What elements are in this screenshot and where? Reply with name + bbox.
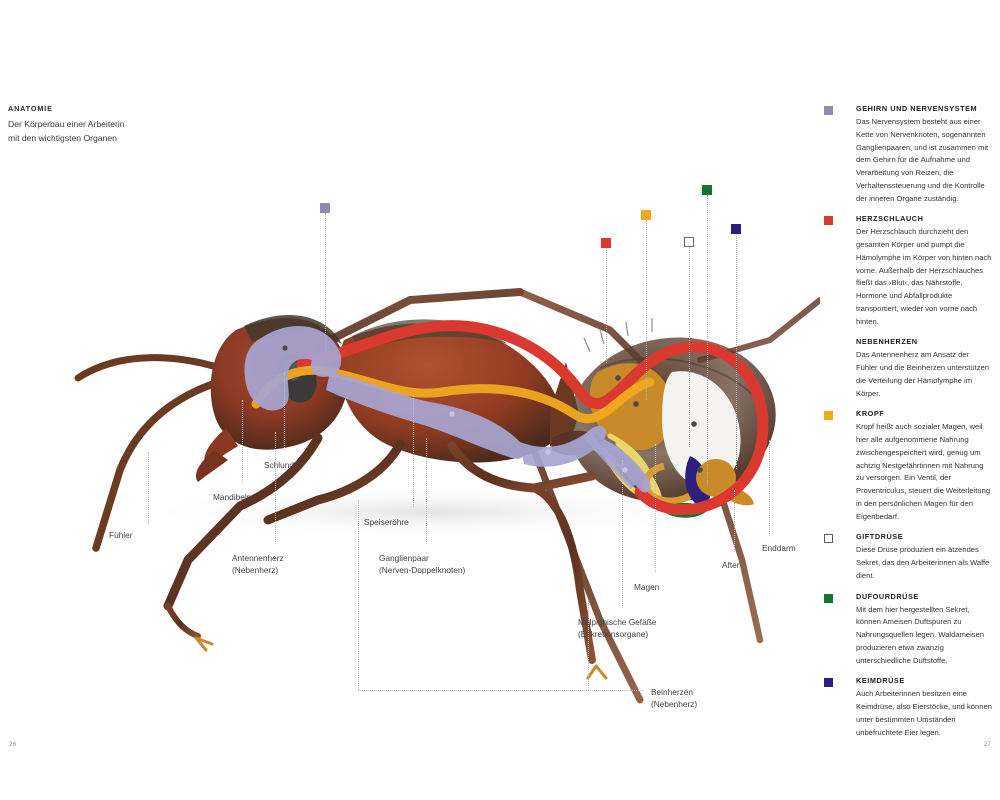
legend-body-giftdruese: Diese Drüse produziert ein ätzendes Sekr… — [856, 545, 990, 580]
anatomy-label-line: Beinherzen — [651, 687, 693, 697]
legend-swatch-giftdruese — [824, 534, 833, 544]
label-tick-after — [734, 490, 735, 552]
anatomy-label-speiseroehre: Speiseröhre — [364, 516, 409, 528]
leader-line-gehirn — [325, 213, 326, 353]
label-tick-beinherzen-right — [588, 600, 589, 690]
label-tick-malpighi — [622, 460, 623, 608]
anatomy-label-line: Enddarm — [762, 543, 796, 553]
label-tick-enddarm — [769, 440, 770, 536]
legend-swatch-dufourdruese — [824, 593, 833, 603]
legs-front — [163, 433, 597, 664]
callout-marker-kropf[interactable] — [641, 210, 651, 220]
intro-block: ANATOMIE Der Körperbau einer Arbeiterin … — [8, 104, 208, 146]
label-tick-mandibeln — [242, 400, 243, 482]
folio-left: 26 — [9, 741, 17, 748]
legend-swatch-kropf — [824, 411, 833, 421]
anatomy-label-line: Speiseröhre — [364, 517, 409, 527]
anatomy-label-line: (Nerven-Doppelknoten) — [379, 565, 466, 576]
callout-marker-dufourdruese[interactable] — [702, 185, 712, 195]
leader-line-kropf — [646, 220, 647, 400]
legend-body-gehirn: Das Nervensystem besteht aus einer Kette… — [856, 117, 989, 203]
anatomy-label-line: Antennenherz — [232, 553, 284, 563]
anatomy-label-line: (Nebenherz) — [232, 565, 279, 576]
anatomy-label-mandibeln: Mandibeln — [213, 491, 251, 503]
legend-title-kropf: KROPF — [856, 409, 885, 419]
legend-swatch-herzschlauch — [824, 216, 833, 226]
anatomy-label-line: (Exkretionsorgane) — [578, 629, 649, 640]
label-tick-beinherzen-left — [358, 500, 359, 690]
anatomy-label-line: Malpighische Gefäße — [578, 617, 657, 627]
legend-title-nebenherzen: NEBENHERZEN — [856, 337, 918, 347]
ground-shadow — [130, 486, 730, 538]
legend-body-herzschlauch: Der Herzschlauch durchzieht den gesamten… — [856, 227, 992, 326]
anatomy-label-schlund: Schlund — [264, 459, 294, 471]
organ-nervous-system — [244, 325, 651, 493]
callout-marker-gehirn[interactable] — [320, 203, 330, 213]
legend-entry-dufourdruese: DUFOURDRÜSE Mit dem hier hergestellten Se… — [824, 592, 992, 668]
leader-line-dufourdruese — [707, 195, 708, 485]
legend-body-keimdruese: Auch Arbeiterinnen besitzen eine Keimdrü… — [856, 689, 992, 737]
anatomy-label-beinherzen: Beinherzen (Nebenherz) — [651, 686, 697, 710]
anatomy-label-line: Magen — [634, 582, 660, 592]
anatomy-label-magen: Magen — [634, 581, 659, 593]
legend-entry-herzschlauch: HERZSCHLAUCH Der Herzschlauch durchzieht … — [824, 214, 992, 328]
anatomy-label-line: Schlund — [264, 460, 294, 470]
legend-body-dufourdruese: Mit dem hier hergestellten Sekret, könne… — [856, 604, 985, 665]
anatomy-label-line: Fühler — [109, 530, 133, 540]
legend-body-kropf: Kropf heißt auch sozialer Magen, weil hi… — [856, 422, 991, 521]
anatomy-label-antennenherz: Antennenherz (Nebenherz) — [232, 552, 284, 576]
legend-title-giftdruese: GIFTDRÜSE — [856, 532, 904, 542]
anatomy-label-fuehler: Fühler — [109, 529, 133, 541]
anatomy-label-ganglienpaar: Ganglienpaar (Nerven-Doppelknoten) — [379, 552, 465, 576]
leader-line-herzschlauch — [606, 248, 607, 363]
organ-heart-tube — [296, 320, 769, 516]
anatomy-label-malpighi: Malpighische Gefäße (Exkretionsorgane) — [578, 616, 656, 640]
label-tick-ganglienpaar — [426, 438, 427, 544]
anatomy-label-line: (Nebenherz) — [651, 699, 698, 710]
callout-marker-herzschlauch[interactable] — [601, 238, 611, 248]
legend-swatch-keimdruese — [824, 678, 833, 688]
legend-title-gehirn: GEHIRN UND NERVENSYSTEM — [856, 104, 978, 113]
organ-poison-gland — [662, 371, 741, 487]
legend-entry-gehirn: GEHIRN UND NERVENSYSTEM Das Nervensystem … — [824, 104, 992, 205]
ganglion-dots — [282, 345, 703, 473]
legend-title-keimdruese: KEIMDRÜSE — [856, 676, 905, 686]
leader-line-keimdruese — [736, 234, 737, 469]
anatomy-label-line: After — [722, 560, 740, 570]
label-tick-beinherzen-horizontal — [358, 690, 643, 691]
leader-line-giftdruese — [689, 247, 690, 447]
legend-title-herzschlauch: HERZSCHLAUCH — [856, 214, 924, 224]
label-tick-fuehler — [148, 452, 149, 524]
legend-entry-giftdruese: GIFTDRÜSE Diese Drüse produziert ein ätze… — [824, 532, 992, 582]
anatomy-label-after: After — [722, 559, 740, 571]
ant-illustration — [74, 288, 820, 704]
legend-entry-kropf: KROPF Kropf heißt auch sozialer Magen, we… — [824, 409, 992, 523]
label-tick-magen — [655, 444, 656, 572]
legend-title-dufourdruese: DUFOURDRÜSE — [856, 591, 919, 601]
legend-entry-keimdruese: KEIMDRÜSE Auch Arbeiterinnen besitzen ein… — [824, 676, 992, 739]
tarsal-claws — [194, 636, 608, 680]
anatomy-label-line: Ganglienpaar — [379, 553, 429, 563]
anatomy-label-enddarm: Enddarm — [762, 542, 796, 554]
ant-anatomy-svg — [74, 288, 820, 704]
anatomy-label-line: Mandibeln — [213, 492, 252, 502]
intro-line-1: Der Körperbau einer Arbeiterin — [8, 119, 125, 129]
label-tick-antennenherz — [275, 432, 276, 544]
label-tick-speiseroehre — [413, 395, 414, 507]
callout-marker-keimdruese[interactable] — [731, 224, 741, 234]
folio-right: 27 — [983, 741, 991, 748]
legend-swatch-gehirn — [824, 106, 833, 115]
gaster-hairs — [583, 318, 653, 353]
legend-entry-nebenherzen: NEBENHERZEN Das Antennenherz am Ansatz de… — [824, 337, 992, 400]
organ-crop-esophagus — [251, 365, 655, 424]
legend-column: GEHIRN UND NERVENSYSTEM Das Nervensystem … — [824, 104, 992, 748]
callout-marker-giftdruese[interactable] — [684, 237, 694, 247]
label-tick-schlund — [284, 372, 285, 450]
intro-line-2: mit den wichtigsten Organen — [8, 132, 117, 143]
section-kicker: ANATOMIE — [8, 104, 53, 113]
legend-body-nebenherzen: Das Antennenherz am Ansatz der Fühler un… — [856, 350, 989, 398]
